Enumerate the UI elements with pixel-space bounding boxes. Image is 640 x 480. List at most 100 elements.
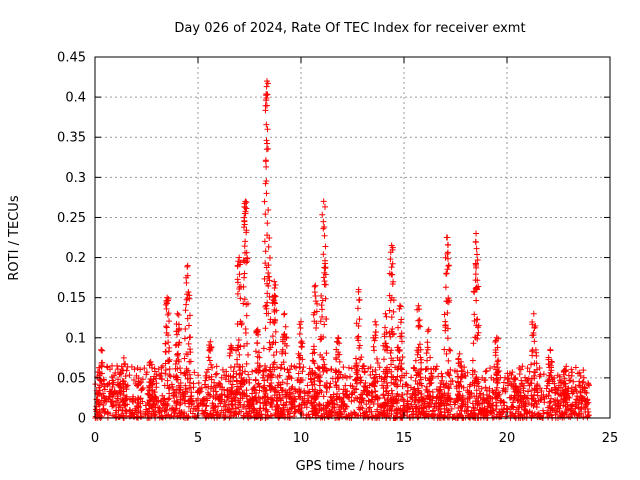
data-point xyxy=(435,406,442,413)
data-point xyxy=(444,335,451,342)
data-point xyxy=(175,342,182,349)
data-point xyxy=(473,230,480,237)
data-point xyxy=(161,408,168,415)
data-point xyxy=(237,295,244,302)
data-point xyxy=(253,407,260,414)
data-point xyxy=(289,390,296,397)
data-point xyxy=(242,208,249,215)
data-point xyxy=(209,364,216,371)
data-point xyxy=(321,232,328,239)
data-point xyxy=(303,412,310,419)
data-point xyxy=(261,275,268,282)
data-point xyxy=(356,398,363,405)
data-point xyxy=(274,373,281,380)
data-point xyxy=(221,391,228,398)
data-point xyxy=(426,403,433,410)
data-point xyxy=(253,399,260,406)
data-point xyxy=(281,331,288,338)
data-point xyxy=(293,364,300,371)
data-point xyxy=(208,361,215,368)
data-point xyxy=(174,331,181,338)
data-point xyxy=(385,392,392,399)
data-point xyxy=(547,347,554,354)
data-point xyxy=(569,369,576,376)
data-point xyxy=(415,388,422,395)
data-point xyxy=(321,223,328,230)
data-point xyxy=(410,408,417,415)
data-point xyxy=(285,369,292,376)
data-point xyxy=(482,368,489,375)
data-point xyxy=(497,413,504,420)
data-point xyxy=(433,394,440,401)
data-point xyxy=(472,277,479,284)
data-point xyxy=(96,384,103,391)
data-point xyxy=(161,401,168,408)
y-tick-label: 0.05 xyxy=(57,371,86,386)
data-point xyxy=(177,369,184,376)
data-point xyxy=(392,381,399,388)
data-point xyxy=(445,383,452,390)
data-point xyxy=(443,270,450,277)
data-point xyxy=(236,254,243,261)
data-point xyxy=(477,407,484,414)
data-point xyxy=(480,392,487,399)
data-point xyxy=(486,385,493,392)
data-point xyxy=(455,373,462,380)
data-point xyxy=(104,364,111,371)
data-point xyxy=(113,407,120,414)
data-point xyxy=(146,384,153,391)
data-point xyxy=(363,391,370,398)
data-point xyxy=(540,407,547,414)
data-point xyxy=(245,351,252,358)
data-point xyxy=(494,380,501,387)
data-point xyxy=(212,371,219,378)
data-point xyxy=(456,350,463,357)
data-point xyxy=(264,145,271,152)
data-point xyxy=(459,398,466,405)
data-point xyxy=(561,396,568,403)
data-point xyxy=(106,388,113,395)
data-point xyxy=(464,369,471,376)
data-point xyxy=(225,393,232,400)
data-point xyxy=(301,401,308,408)
data-point xyxy=(371,382,378,389)
data-point xyxy=(162,370,169,377)
data-point xyxy=(301,387,308,394)
data-point xyxy=(182,382,189,389)
data-point xyxy=(213,363,220,370)
data-point xyxy=(207,392,214,399)
data-point xyxy=(114,395,121,402)
data-point xyxy=(300,364,307,371)
data-point xyxy=(447,366,454,373)
data-point xyxy=(141,365,148,372)
data-point xyxy=(213,392,220,399)
data-point xyxy=(519,363,526,370)
data-point xyxy=(390,380,397,387)
data-point xyxy=(234,263,241,270)
data-point xyxy=(184,315,191,322)
data-point xyxy=(96,369,103,376)
data-point xyxy=(130,377,137,384)
data-point xyxy=(325,413,332,420)
data-point xyxy=(272,282,279,289)
data-point xyxy=(533,383,540,390)
data-point xyxy=(258,411,265,418)
y-tick-label: 0.2 xyxy=(65,251,86,266)
data-point xyxy=(230,373,237,380)
data-point xyxy=(267,344,274,351)
data-point xyxy=(172,365,179,372)
data-point xyxy=(242,238,249,245)
axis-ticks: 0 0.05 0.1 0.15 0.2 0.25 0.3 0.35 0.4 0.45 0 5 10 15 2… xyxy=(57,51,618,447)
data-point xyxy=(264,273,271,280)
data-point xyxy=(274,410,281,417)
data-point xyxy=(371,374,378,381)
data-point xyxy=(388,264,395,271)
data-point xyxy=(262,367,269,374)
data-point xyxy=(422,374,429,381)
data-point xyxy=(236,364,243,371)
data-point xyxy=(282,388,289,395)
data-point xyxy=(188,392,195,399)
data-point xyxy=(310,358,317,365)
data-point xyxy=(263,137,270,144)
data-point xyxy=(278,387,285,394)
